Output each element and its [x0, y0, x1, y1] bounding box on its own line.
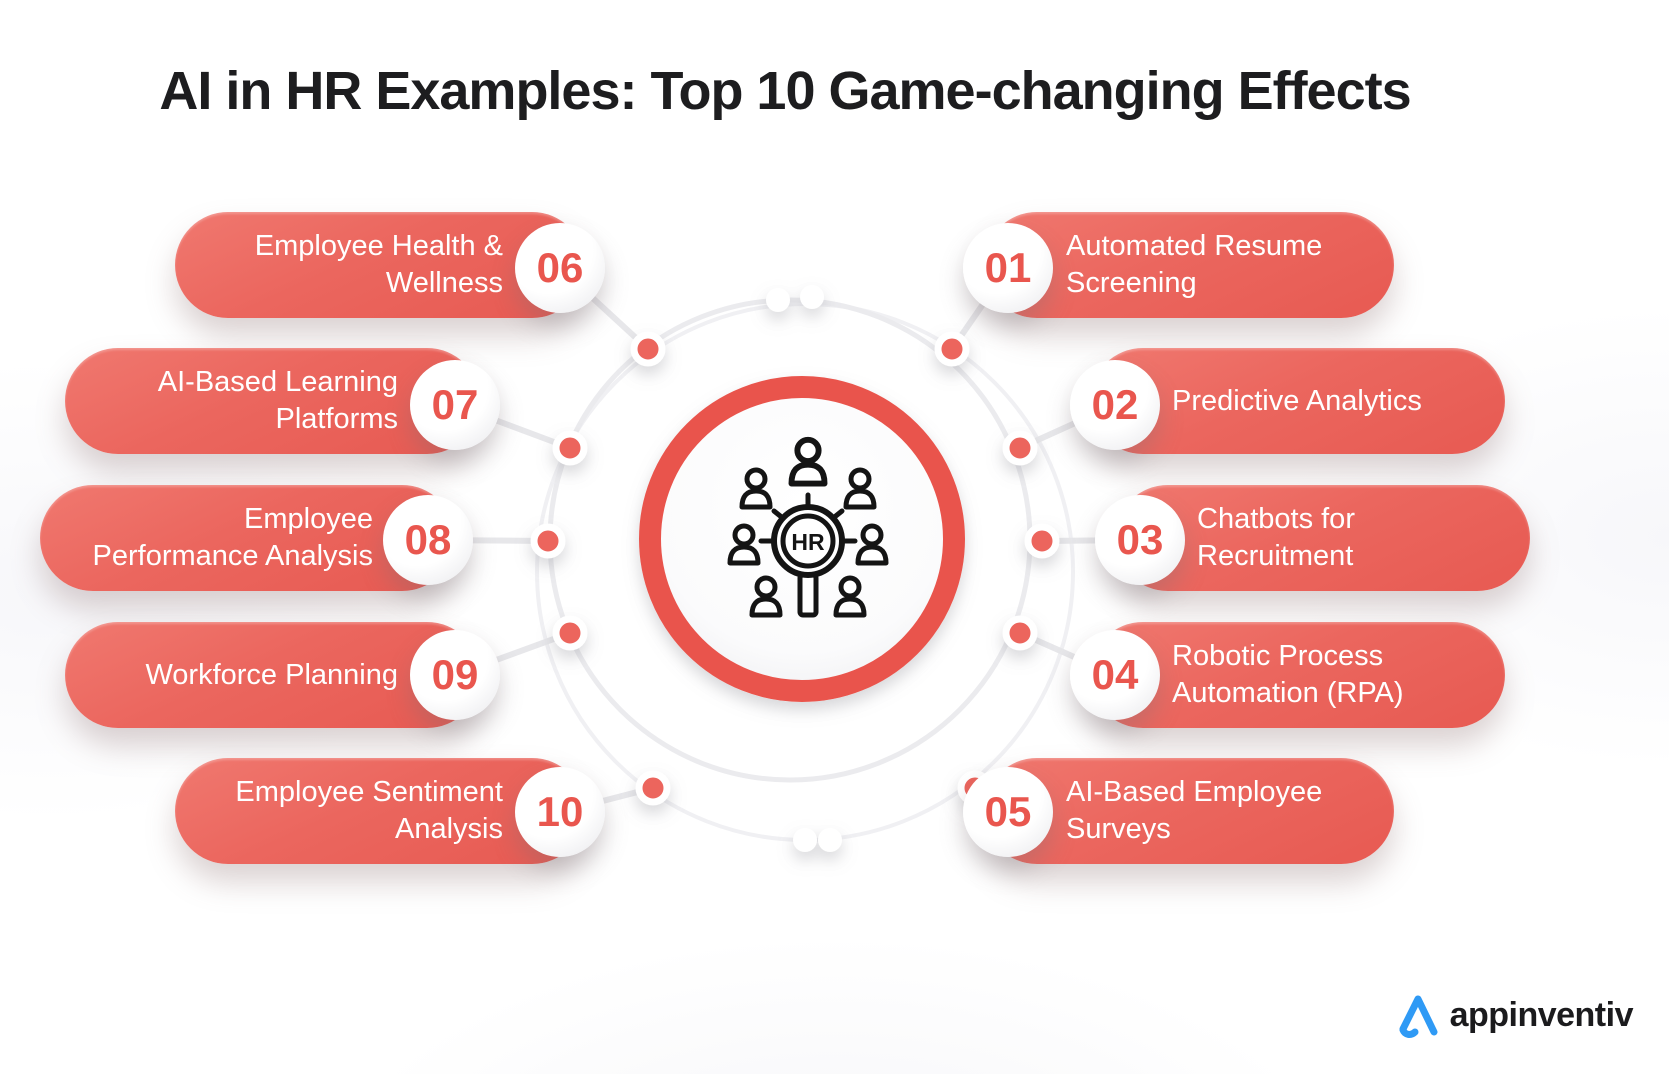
item-label: Automated Resume Screening: [1066, 230, 1323, 299]
item-number-badge: 08: [383, 495, 473, 585]
appinventiv-logo-icon: [1399, 995, 1438, 1038]
item-number-badge: 05: [963, 767, 1053, 857]
page-title: AI in HR Examples: Top 10 Game-changing …: [159, 61, 1411, 121]
person-glyph: [727, 523, 761, 566]
node-dot: [1002, 430, 1038, 466]
node-dot: [635, 770, 671, 806]
node-dot: [1024, 523, 1060, 559]
node-dot: [630, 331, 666, 367]
hr-label: HR: [791, 529, 825, 555]
item-label: Workforce Planning: [145, 658, 398, 691]
person-glyph: [788, 436, 828, 487]
item-number-badge: 07: [410, 360, 500, 450]
item-label: Employee Health & Wellness: [254, 230, 503, 299]
node-dot: [934, 331, 970, 367]
item-pill: Employee Performance Analysis: [40, 485, 455, 591]
brand-logo: appinventiv: [1396, 992, 1634, 1038]
brand-name: appinventiv: [1449, 995, 1634, 1034]
ring-beads: [766, 285, 842, 852]
ring-bead: [766, 288, 790, 312]
item-number-badge: 09: [410, 630, 500, 720]
item-label: AI-Based Employee Surveys: [1066, 776, 1323, 845]
item-label: Predictive Analytics: [1172, 384, 1422, 417]
item-label: Employee Sentiment Analysis: [235, 776, 503, 845]
node-dot: [552, 430, 588, 466]
item-number-badge: 02: [1070, 360, 1160, 450]
person-glyph: [833, 575, 867, 618]
item-number-badge: 04: [1070, 630, 1160, 720]
hr-team-icon: HR: [727, 436, 889, 618]
item-label: Chatbots for Recruitment: [1197, 503, 1355, 572]
node-dot: [552, 615, 588, 651]
node-dot: [530, 523, 566, 559]
ring-bead: [818, 828, 842, 852]
person-glyph: [843, 467, 877, 510]
item-pill: Chatbots for Recruitment: [1115, 485, 1530, 591]
node-dot: [1002, 615, 1038, 651]
ring-bead: [800, 285, 824, 309]
person-glyph: [739, 467, 773, 510]
person-glyph: [749, 575, 783, 618]
item-number-badge: 06: [515, 223, 605, 313]
item-label: Robotic Process Automation (RPA): [1172, 640, 1404, 709]
person-glyph: [855, 523, 889, 566]
item-label: Employee Performance Analysis: [92, 503, 373, 572]
item-label: AI-Based Learning Platforms: [157, 366, 398, 435]
item-number-badge: 03: [1095, 495, 1185, 585]
item-number-badge: 01: [963, 223, 1053, 313]
item-number-badge: 10: [515, 767, 605, 857]
ring-bead: [793, 828, 817, 852]
